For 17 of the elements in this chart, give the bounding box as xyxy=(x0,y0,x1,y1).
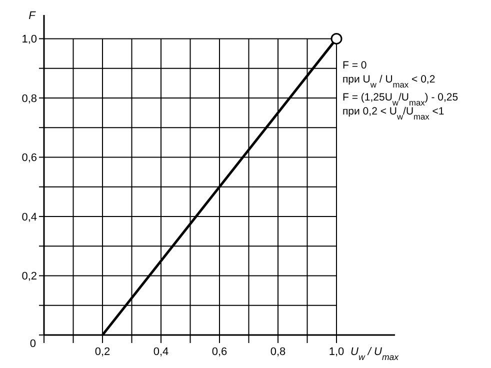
y-axis-title: F xyxy=(28,10,37,22)
x-tick-label: 0,2 xyxy=(94,346,110,358)
x-tick-label: 1,0 xyxy=(328,346,344,358)
annotation: при U$_{w}$ / U$_{max}$ < 0,2 xyxy=(342,74,436,90)
y-tick-label: 0,6 xyxy=(22,152,37,164)
x-axis-title: U$_{w}$ / U$_{max}$ xyxy=(350,346,400,362)
x-tick-label: 0,4 xyxy=(153,346,169,358)
annotation: F = 0 xyxy=(342,60,367,72)
y-tick-label: 1,0 xyxy=(22,34,37,46)
annotation: при 0,2 < U$_{w}$/U$_{max}$ <1 xyxy=(342,106,444,122)
y-tick-label: 0,2 xyxy=(22,270,37,283)
y-tick-label: 0 xyxy=(30,338,36,350)
y-tick-label: 0,4 xyxy=(22,211,37,224)
annotation: F = (1,25U$_{w}$/U$_{max}$) - 0,25 xyxy=(342,92,458,108)
x-tick-label: 0,8 xyxy=(270,346,286,358)
y-tick-label: 0,8 xyxy=(22,92,37,105)
x-tick-label: 0,6 xyxy=(212,346,228,358)
